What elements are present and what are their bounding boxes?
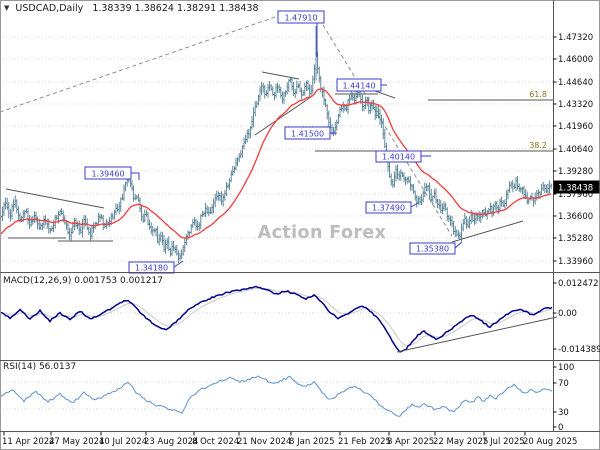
svg-text:22 May 2025: 22 May 2025: [433, 437, 488, 447]
svg-text:1.43320: 1.43320: [558, 100, 593, 110]
svg-text:8 Apr 2025: 8 Apr 2025: [387, 437, 434, 447]
svg-text:1.38438: 1.38438: [558, 184, 593, 194]
svg-text:1.40140: 1.40140: [382, 153, 415, 162]
svg-text:61.8: 61.8: [529, 90, 547, 99]
svg-text:1.44140: 1.44140: [342, 82, 375, 91]
svg-text:1.41960: 1.41960: [558, 122, 593, 132]
svg-text:1.33960: 1.33960: [558, 257, 593, 267]
svg-text:11 Apr 2024: 11 Apr 2024: [2, 437, 55, 447]
svg-text:7 Jul 2025: 7 Jul 2025: [482, 437, 525, 447]
svg-text:100: 100: [558, 363, 574, 373]
svg-text:1.37490: 1.37490: [372, 204, 405, 213]
svg-text:0.00: 0.00: [558, 309, 577, 319]
watermark: Action Forex: [257, 223, 387, 243]
svg-text:70: 70: [558, 379, 569, 389]
symbol-timeframe: USDCAD,Daily: [15, 3, 84, 14]
svg-text:30: 30: [558, 408, 569, 418]
svg-text:8 Jan 2025: 8 Jan 2025: [289, 437, 335, 447]
ohlc-values: 1.38339 1.38624 1.38291 1.38438: [92, 3, 259, 14]
svg-text:1.46000: 1.46000: [558, 55, 593, 65]
svg-text:1.47320: 1.47320: [558, 33, 593, 43]
symbol-collapse-icon[interactable]: ▼: [4, 4, 10, 12]
svg-text:1.41500: 1.41500: [291, 130, 324, 139]
svg-text:1.36600: 1.36600: [558, 212, 593, 222]
chart-title: ▼ USDCAD,Daily 1.38339 1.38624 1.38291 1…: [4, 3, 259, 14]
svg-text:1.37960: 1.37960: [558, 190, 593, 200]
svg-text:21 Nov 2024: 21 Nov 2024: [237, 437, 291, 447]
svg-text:-0.014389: -0.014389: [558, 345, 600, 355]
macd-indicator-label: MACD(12,26,9) 0.001753 0.001217: [3, 276, 163, 286]
svg-text:1.35280: 1.35280: [558, 234, 593, 244]
svg-text:1.40640: 1.40640: [558, 145, 593, 155]
svg-text:1.35380: 1.35380: [416, 245, 449, 254]
svg-text:10 Jul 2024: 10 Jul 2024: [99, 437, 147, 447]
rsi-indicator-label: RSI(14) 56.0137: [3, 362, 77, 372]
svg-text:8 Oct 2024: 8 Oct 2024: [192, 437, 239, 447]
svg-text:21 Feb 2025: 21 Feb 2025: [338, 437, 391, 447]
svg-text:20 Aug 2025: 20 Aug 2025: [523, 437, 577, 447]
svg-text:1.34180: 1.34180: [135, 264, 168, 273]
svg-text:1.39280: 1.39280: [558, 167, 593, 177]
svg-text:1.44640: 1.44640: [558, 78, 593, 88]
svg-text:0: 0: [558, 423, 563, 433]
svg-text:27 May 2024: 27 May 2024: [49, 437, 104, 447]
svg-text:23 Aug 2024: 23 Aug 2024: [144, 437, 198, 447]
svg-text:38.2: 38.2: [529, 141, 547, 150]
svg-text:1.39460: 1.39460: [91, 170, 124, 179]
svg-text:1.47910: 1.47910: [284, 14, 317, 23]
svg-text:0.012472: 0.012472: [558, 279, 599, 289]
